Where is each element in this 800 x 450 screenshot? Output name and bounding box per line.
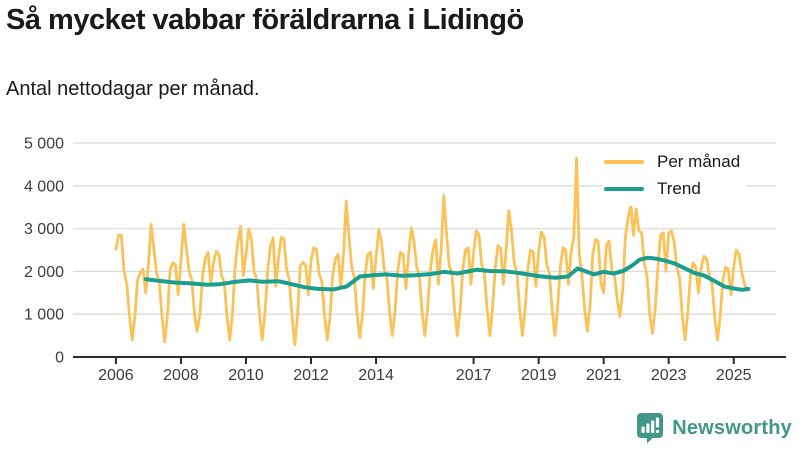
newsworthy-logo-text: Newsworthy [672, 416, 792, 439]
y-axis-tick-label: 0 [55, 350, 64, 367]
x-axis-tick-label: 2012 [293, 367, 329, 384]
series-trend [143, 255, 751, 292]
x-axis-tick-label: 2017 [456, 367, 492, 384]
x-axis-tick-label: 2008 [163, 367, 199, 384]
y-axis-tick-label: 3 000 [24, 221, 64, 238]
x-axis-tick-label: 2019 [521, 367, 557, 384]
chart-subtitle: Antal nettodagar per månad. [6, 78, 260, 100]
x-axis-tick-label: 2014 [358, 367, 394, 384]
legend-label-per-manad: Per månad [657, 151, 741, 171]
series-per-manad [114, 156, 749, 347]
y-axis-tick-label: 2 000 [24, 264, 64, 281]
page-title: Så mycket vabbar föräldrarna i Lidingö [6, 4, 524, 36]
chart-legend: Per månad Trend [602, 146, 747, 206]
y-axis-tick-label: 5 000 [24, 136, 64, 153]
x-axis-tick-label: 2010 [228, 367, 264, 384]
legend-item-trend: Trend [604, 175, 740, 202]
x-axis-tick-label: 2006 [98, 367, 134, 384]
legend-swatch-per-manad [604, 159, 644, 164]
x-axis-tick-label: 2025 [716, 367, 752, 384]
newsworthy-logo-icon [637, 413, 664, 444]
newsworthy-logo: Newsworthy [636, 412, 792, 444]
legend-label-trend: Trend [657, 178, 701, 198]
y-axis-tick-label: 4 000 [24, 178, 64, 195]
x-axis-tick-label: 2023 [651, 367, 687, 384]
y-axis-tick-label: 1 000 [24, 307, 64, 324]
legend-swatch-trend [604, 186, 644, 191]
x-axis-tick-label: 2021 [586, 367, 622, 384]
legend-item-per-manad: Per månad [604, 148, 740, 175]
